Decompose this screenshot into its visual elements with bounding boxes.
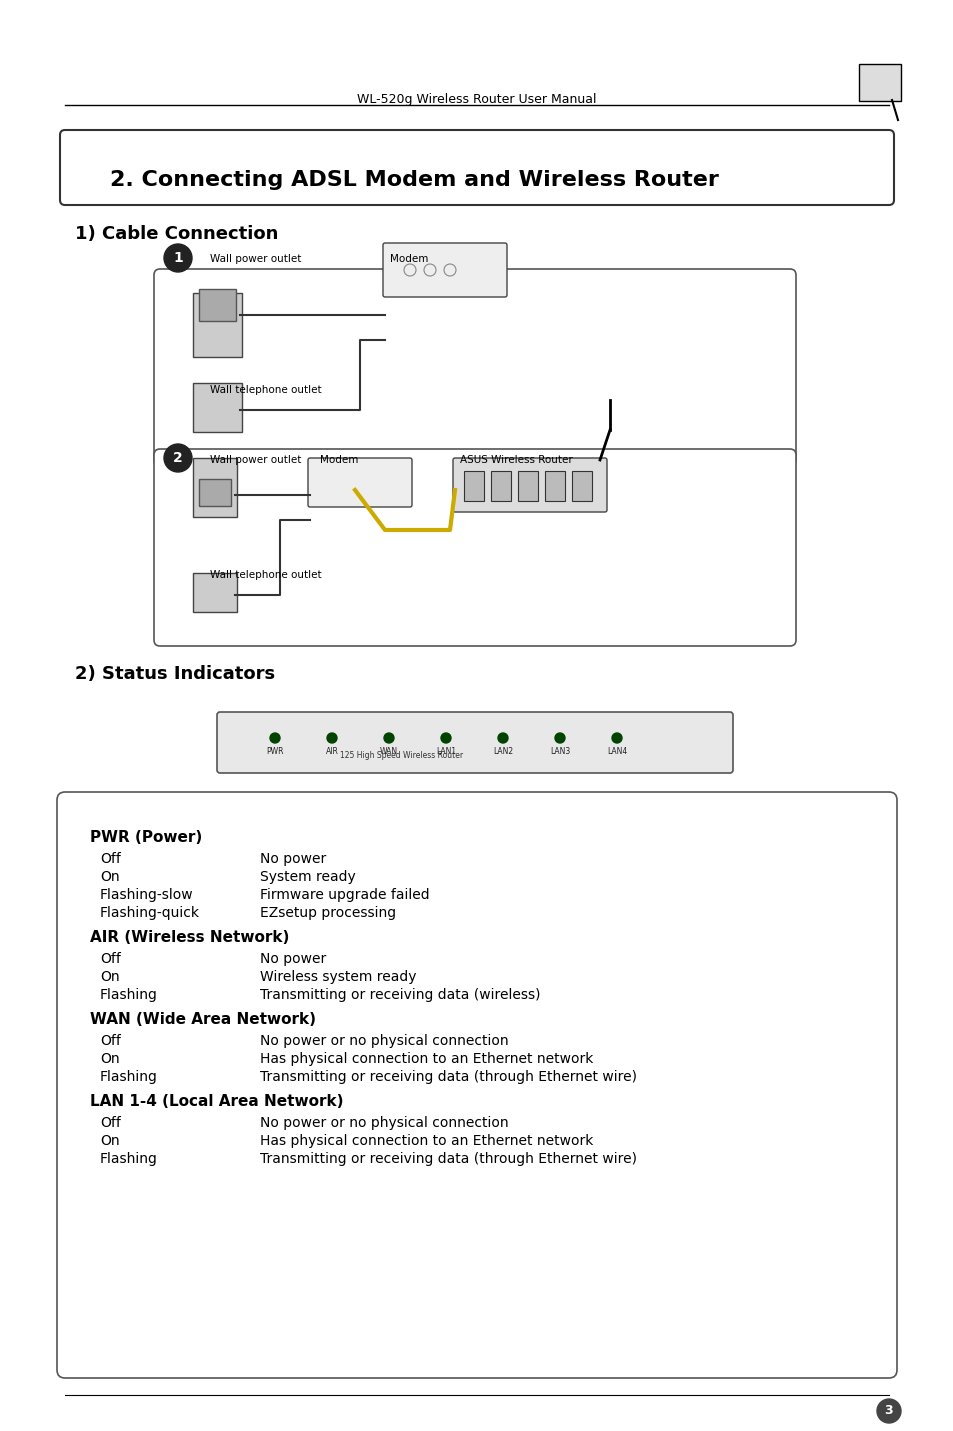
FancyBboxPatch shape: [858, 64, 900, 102]
FancyBboxPatch shape: [193, 458, 236, 517]
Text: Flashing-slow: Flashing-slow: [100, 889, 193, 902]
FancyBboxPatch shape: [517, 471, 537, 501]
Text: On: On: [100, 970, 119, 985]
Text: System ready: System ready: [260, 870, 355, 884]
FancyBboxPatch shape: [199, 289, 235, 321]
FancyBboxPatch shape: [57, 791, 896, 1378]
Text: Off: Off: [100, 1116, 121, 1130]
Circle shape: [555, 733, 564, 743]
Circle shape: [440, 733, 451, 743]
FancyBboxPatch shape: [382, 243, 506, 298]
FancyBboxPatch shape: [216, 713, 732, 773]
Circle shape: [612, 733, 621, 743]
Text: 1: 1: [172, 250, 183, 265]
Text: AIR: AIR: [325, 747, 338, 757]
Text: Off: Off: [100, 1035, 121, 1047]
Text: No power or no physical connection: No power or no physical connection: [260, 1116, 508, 1130]
Text: Modem: Modem: [390, 253, 428, 263]
Text: LAN1: LAN1: [436, 747, 456, 757]
Text: Flashing: Flashing: [100, 987, 157, 1002]
Text: EZsetup processing: EZsetup processing: [260, 906, 395, 920]
Text: WAN (Wide Area Network): WAN (Wide Area Network): [90, 1012, 315, 1027]
FancyBboxPatch shape: [60, 130, 893, 205]
Text: Off: Off: [100, 952, 121, 966]
Text: No power or no physical connection: No power or no physical connection: [260, 1035, 508, 1047]
Text: Transmitting or receiving data (through Ethernet wire): Transmitting or receiving data (through …: [260, 1070, 637, 1085]
Text: No power: No power: [260, 952, 326, 966]
Text: Firmware upgrade failed: Firmware upgrade failed: [260, 889, 429, 902]
FancyBboxPatch shape: [193, 572, 236, 612]
Text: Wall power outlet: Wall power outlet: [210, 455, 301, 465]
Text: On: On: [100, 870, 119, 884]
Text: Wall power outlet: Wall power outlet: [210, 253, 301, 263]
Circle shape: [164, 444, 192, 472]
FancyBboxPatch shape: [463, 471, 483, 501]
Text: LAN4: LAN4: [606, 747, 626, 757]
FancyBboxPatch shape: [308, 458, 412, 507]
FancyBboxPatch shape: [491, 471, 511, 501]
Text: ASUS Wireless Router: ASUS Wireless Router: [459, 455, 572, 465]
FancyBboxPatch shape: [153, 449, 795, 645]
Text: LAN 1-4 (Local Area Network): LAN 1-4 (Local Area Network): [90, 1095, 343, 1109]
Circle shape: [384, 733, 394, 743]
Text: WL-520g Wireless Router User Manual: WL-520g Wireless Router User Manual: [356, 93, 597, 106]
FancyBboxPatch shape: [453, 458, 606, 512]
Text: WAN: WAN: [379, 747, 397, 757]
Text: PWR: PWR: [266, 747, 283, 757]
FancyBboxPatch shape: [193, 293, 242, 356]
Text: Wall telephone outlet: Wall telephone outlet: [210, 385, 321, 395]
Text: Flashing-quick: Flashing-quick: [100, 906, 200, 920]
FancyBboxPatch shape: [193, 384, 242, 432]
Text: Flashing: Flashing: [100, 1152, 157, 1166]
Circle shape: [164, 245, 192, 272]
FancyBboxPatch shape: [572, 471, 592, 501]
Text: Transmitting or receiving data (through Ethernet wire): Transmitting or receiving data (through …: [260, 1152, 637, 1166]
Text: 125 High Speed Wireless Router: 125 High Speed Wireless Router: [339, 751, 462, 760]
Text: On: On: [100, 1133, 119, 1148]
FancyBboxPatch shape: [544, 471, 564, 501]
Text: Has physical connection to an Ethernet network: Has physical connection to an Ethernet n…: [260, 1052, 593, 1066]
Circle shape: [876, 1400, 900, 1422]
Text: 2) Status Indicators: 2) Status Indicators: [75, 665, 274, 683]
Text: Wall telephone outlet: Wall telephone outlet: [210, 570, 321, 580]
Text: LAN3: LAN3: [549, 747, 570, 757]
Text: 3: 3: [883, 1404, 892, 1418]
Circle shape: [270, 733, 280, 743]
FancyBboxPatch shape: [153, 269, 795, 467]
Text: On: On: [100, 1052, 119, 1066]
Circle shape: [327, 733, 336, 743]
Text: 1) Cable Connection: 1) Cable Connection: [75, 225, 278, 243]
FancyBboxPatch shape: [199, 479, 231, 507]
Text: 2. Connecting ADSL Modem and Wireless Router: 2. Connecting ADSL Modem and Wireless Ro…: [110, 170, 719, 190]
Text: Flashing: Flashing: [100, 1070, 157, 1085]
Text: Off: Off: [100, 851, 121, 866]
Text: Has physical connection to an Ethernet network: Has physical connection to an Ethernet n…: [260, 1133, 593, 1148]
Text: Transmitting or receiving data (wireless): Transmitting or receiving data (wireless…: [260, 987, 540, 1002]
Text: Modem: Modem: [319, 455, 358, 465]
Text: No power: No power: [260, 851, 326, 866]
Text: LAN2: LAN2: [493, 747, 513, 757]
Text: 2: 2: [172, 451, 183, 465]
Text: AIR (Wireless Network): AIR (Wireless Network): [90, 930, 289, 944]
Text: Wireless system ready: Wireless system ready: [260, 970, 416, 985]
Text: PWR (Power): PWR (Power): [90, 830, 202, 844]
Circle shape: [497, 733, 507, 743]
